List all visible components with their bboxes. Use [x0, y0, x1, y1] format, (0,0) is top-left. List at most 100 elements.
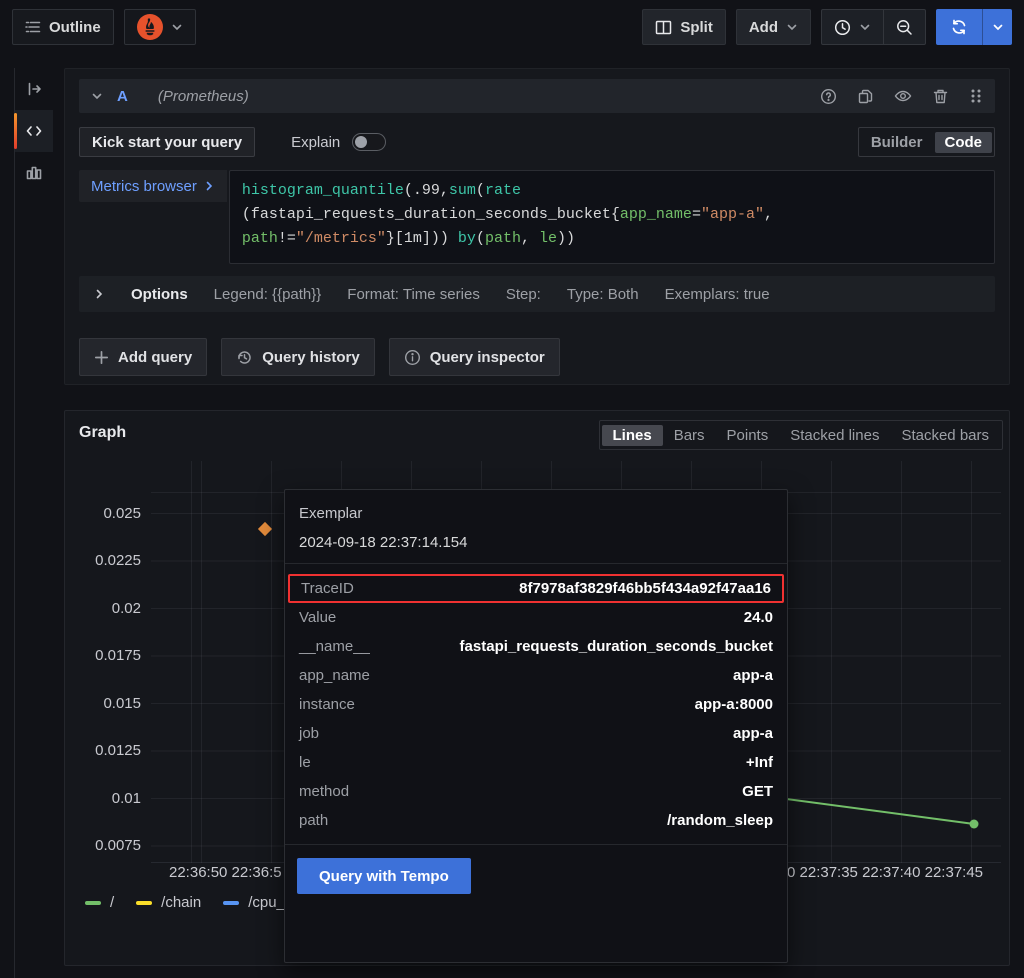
legend-item[interactable]: /chain: [136, 894, 201, 911]
options-exemplars: Exemplars: true: [664, 285, 770, 303]
eye-icon[interactable]: [894, 87, 912, 105]
tooltip-row: instance app-a:8000: [285, 690, 787, 719]
row-label: app_name: [299, 667, 370, 684]
tab-stacked-lines[interactable]: Stacked lines: [790, 426, 880, 444]
outline-button[interactable]: Outline: [12, 9, 114, 45]
y-tick: 0.0175: [95, 647, 141, 664]
sidebar-item-code[interactable]: [14, 110, 53, 152]
add-button[interactable]: Add: [735, 9, 811, 45]
query-inspector-label: Query inspector: [429, 348, 545, 366]
divider: [883, 10, 884, 44]
help-icon[interactable]: [820, 88, 837, 105]
add-label: Add: [748, 18, 778, 36]
explain-toggle[interactable]: [352, 133, 387, 151]
tooltip-row: Value 24.0: [285, 603, 787, 632]
chevron-down-icon: [859, 21, 871, 33]
row-value: 8f7978af3829f46bb5f434a92f47aa16: [519, 580, 771, 597]
zoom-out-icon: [896, 19, 913, 36]
tooltip-row: le +Inf: [285, 748, 787, 777]
split-label: Split: [680, 18, 713, 36]
tooltip-row: path /random_sleep: [285, 806, 787, 835]
kick-start-query-button[interactable]: Kick start your query: [79, 127, 256, 157]
legend-label: /cpu_: [248, 894, 285, 911]
chevron-right-icon: [93, 288, 105, 300]
tooltip-row: method GET: [285, 777, 787, 806]
refresh-icon: [950, 18, 968, 36]
legend-color-swatch: [223, 900, 240, 905]
y-tick: 0.0075: [95, 837, 141, 854]
add-query-button[interactable]: Add query: [79, 338, 208, 376]
tab-lines[interactable]: Lines: [601, 424, 663, 446]
exemplar-tooltip: Exemplar 2024-09-18 22:37:14.154 TraceID…: [284, 489, 788, 963]
legend-item[interactable]: /: [85, 894, 114, 911]
tooltip-row: app_name app-a: [285, 661, 787, 690]
query-history-button[interactable]: Query history: [221, 338, 375, 376]
copy-icon[interactable]: [857, 88, 874, 105]
chevron-down-icon: [786, 21, 798, 33]
tab-bars[interactable]: Bars: [673, 426, 705, 444]
x-axis-labels-right: 0 22:37:35 22:37:40 22:37:45: [787, 864, 984, 881]
datasource-picker[interactable]: [123, 9, 196, 45]
x-axis-labels-left: 22:36:50 22:36:5: [169, 864, 282, 881]
clock-icon: [834, 19, 851, 36]
query-options-row[interactable]: Options Legend: {{path}} Format: Time se…: [79, 276, 995, 312]
query-history-label: Query history: [262, 348, 360, 366]
tooltip-timestamp: 2024-09-18 22:37:14.154: [299, 534, 468, 551]
tooltip-row: job app-a: [285, 719, 787, 748]
code-tab[interactable]: Code: [934, 131, 992, 153]
code-brackets-icon: [25, 122, 43, 140]
sidebar-item-collapse[interactable]: [15, 68, 53, 110]
tooltip-title: Exemplar: [299, 505, 363, 522]
chevron-down-icon: [171, 21, 183, 33]
outline-icon: [25, 19, 41, 35]
legend-color-swatch: [85, 900, 101, 905]
info-icon: [404, 349, 421, 366]
query-row-header[interactable]: A (Prometheus): [79, 79, 995, 113]
drag-handle-icon[interactable]: [969, 87, 983, 105]
row-value: +Inf: [745, 754, 773, 771]
query-row-actions: [820, 87, 983, 105]
query-with-tempo-button[interactable]: Query with Tempo: [297, 858, 471, 894]
row-value: /random_sleep: [667, 812, 773, 829]
options-step: Step:: [505, 285, 541, 303]
query-inspector-button[interactable]: Query inspector: [388, 338, 560, 376]
query-toolbar: Kick start your query Explain Builder Co…: [79, 126, 995, 158]
y-tick: 0.015: [103, 695, 141, 712]
row-label: method: [299, 783, 350, 800]
row-value: app-a: [732, 725, 773, 742]
promql-code-editor[interactable]: histogram_quantile(.99,sum(rate (fastapi_…: [228, 170, 995, 264]
history-icon: [236, 349, 253, 366]
refresh-button[interactable]: [936, 9, 982, 45]
collapse-arrow-icon: [25, 80, 43, 98]
row-value: GET: [742, 783, 773, 800]
row-label: path: [299, 812, 329, 829]
trash-icon[interactable]: [932, 88, 949, 105]
metrics-browser-label: Metrics browser: [91, 177, 197, 195]
y-tick: 0.0125: [95, 742, 141, 759]
tab-stacked-bars[interactable]: Stacked bars: [901, 426, 989, 444]
refresh-button-group: [936, 9, 1012, 45]
query-actions-row: Add query Query history Query inspector: [79, 338, 995, 376]
sidebar-item-graph[interactable]: [15, 152, 53, 194]
builder-tab[interactable]: Builder: [870, 133, 923, 151]
tooltip-header: Exemplar 2024-09-18 22:37:14.154: [285, 490, 787, 564]
code-line-1: histogram_quantile(.99,sum(rate: [241, 182, 521, 199]
row-label: job: [299, 725, 320, 742]
graph-legend: / /chain /cpu_: [85, 894, 285, 911]
tooltip-rows: TraceID 8f7978af3829f46bb5f434a92f47aa16…: [285, 564, 787, 835]
chevron-down-icon[interactable]: [91, 90, 103, 102]
row-value: app-a:8000: [694, 696, 773, 713]
refresh-interval-dropdown[interactable]: [982, 9, 1012, 45]
legend-item[interactable]: /cpu_: [223, 894, 285, 911]
row-value: fastapi_requests_duration_seconds_bucket: [459, 638, 773, 655]
options-title: Options: [131, 285, 188, 303]
tab-points[interactable]: Points: [726, 426, 769, 444]
time-range-picker[interactable]: [822, 10, 883, 44]
builder-code-switch: Builder Code: [857, 127, 995, 157]
zoom-out-button[interactable]: [884, 10, 925, 44]
split-button[interactable]: Split: [642, 9, 726, 45]
explore-left-rail: [14, 68, 53, 978]
bar-chart-icon: [25, 164, 43, 182]
metrics-browser-button[interactable]: Metrics browser: [79, 170, 227, 202]
y-tick: 0.0225: [95, 552, 141, 569]
